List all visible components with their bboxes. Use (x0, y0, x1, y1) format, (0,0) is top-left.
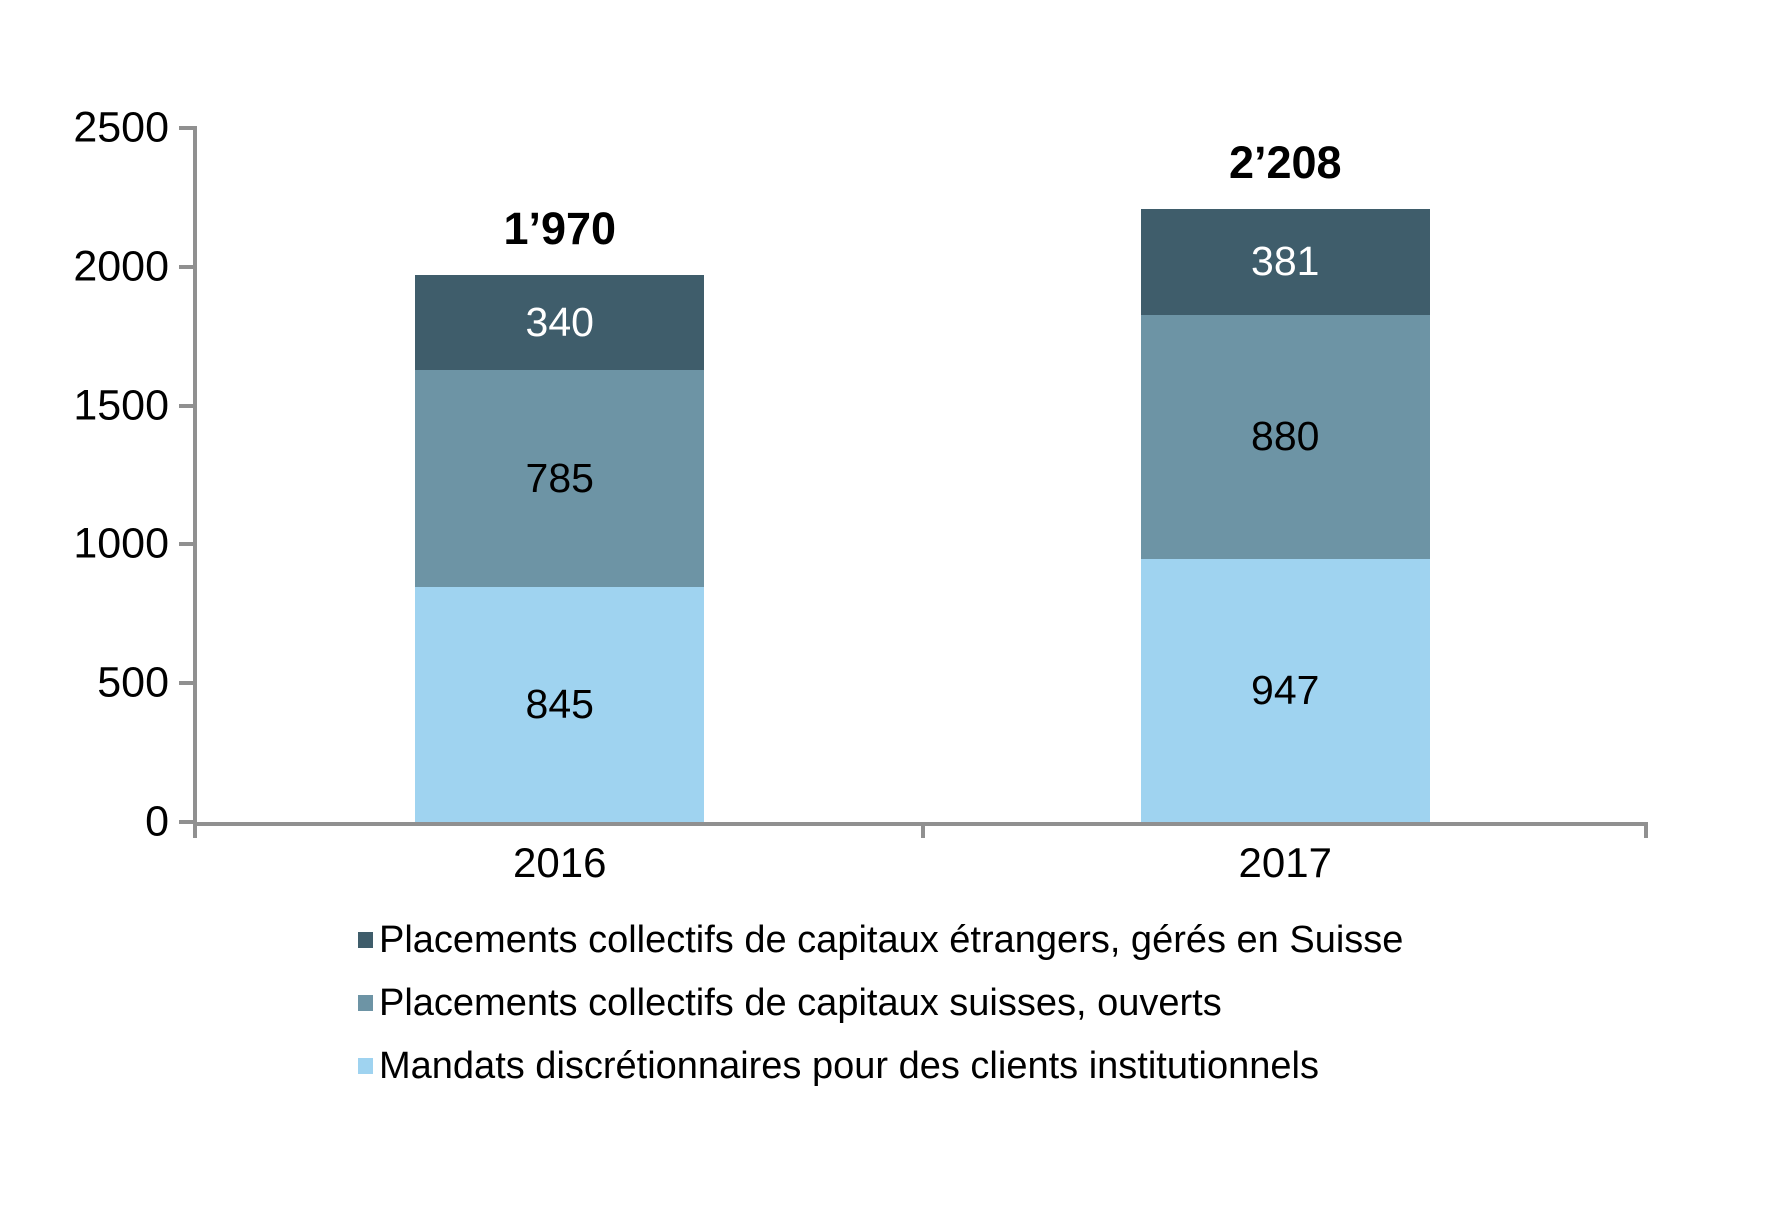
y-tick-mark (179, 126, 193, 130)
y-tick-mark (179, 403, 193, 408)
bar-segment: 845 (415, 587, 705, 822)
bar-total-label: 2’208 (1228, 137, 1342, 189)
bar-segment: 785 (415, 369, 705, 588)
legend-label: Mandats discrétionnaires pour des client… (379, 1044, 1319, 1087)
bar-segment: 381 (1140, 209, 1430, 315)
bar-segment: 340 (415, 275, 705, 370)
plot-area: 0 500 1000 1500 2000 2500 845 785 340 1’970 947 88… (73, 106, 1648, 843)
legend-item: Placements collectifs de capitaux suisse… (358, 971, 1403, 1034)
segment-value-label: 845 (525, 681, 594, 728)
y-tick-label: 0 (145, 797, 169, 846)
segment-value-label: 947 (1251, 667, 1320, 714)
bar-segment: 947 (1140, 559, 1430, 822)
legend: Placements collectifs de capitaux étrang… (358, 908, 1403, 1097)
segment-value-label: 880 (1251, 413, 1320, 460)
y-tick-label: 2000 (73, 242, 169, 291)
y-tick-label: 500 (97, 658, 169, 707)
y-tick-mark (179, 681, 193, 686)
x-tick-mark (1644, 824, 1648, 838)
legend-swatch-icon (358, 931, 373, 948)
y-axis-line (193, 126, 197, 826)
y-tick-mark (179, 264, 193, 269)
legend-item: Placements collectifs de capitaux étrang… (358, 908, 1403, 971)
segment-value-label: 785 (525, 454, 594, 501)
legend-swatch-icon (358, 1057, 373, 1074)
legend-label: Placements collectifs de capitaux suisse… (379, 981, 1222, 1024)
legend-item: Mandats discrétionnaires pour des client… (358, 1034, 1403, 1097)
bar-segment: 880 (1140, 314, 1430, 560)
legend-label: Placements collectifs de capitaux étrang… (379, 918, 1404, 961)
segment-value-label: 340 (525, 298, 594, 345)
y-tick-label: 2500 (73, 103, 169, 152)
x-tick-mark (193, 824, 197, 838)
legend-swatch-icon (358, 994, 373, 1011)
y-tick-mark (179, 820, 193, 824)
y-tick-label: 1500 (73, 381, 169, 430)
y-tick-mark (179, 542, 193, 547)
x-axis-label: 2017 (1238, 839, 1332, 886)
segment-value-label: 381 (1251, 238, 1320, 285)
bar-total-label: 1’970 (503, 203, 617, 255)
y-tick-label: 1000 (73, 519, 169, 568)
x-axis-label: 2016 (513, 839, 607, 886)
x-tick-mark (920, 824, 925, 838)
